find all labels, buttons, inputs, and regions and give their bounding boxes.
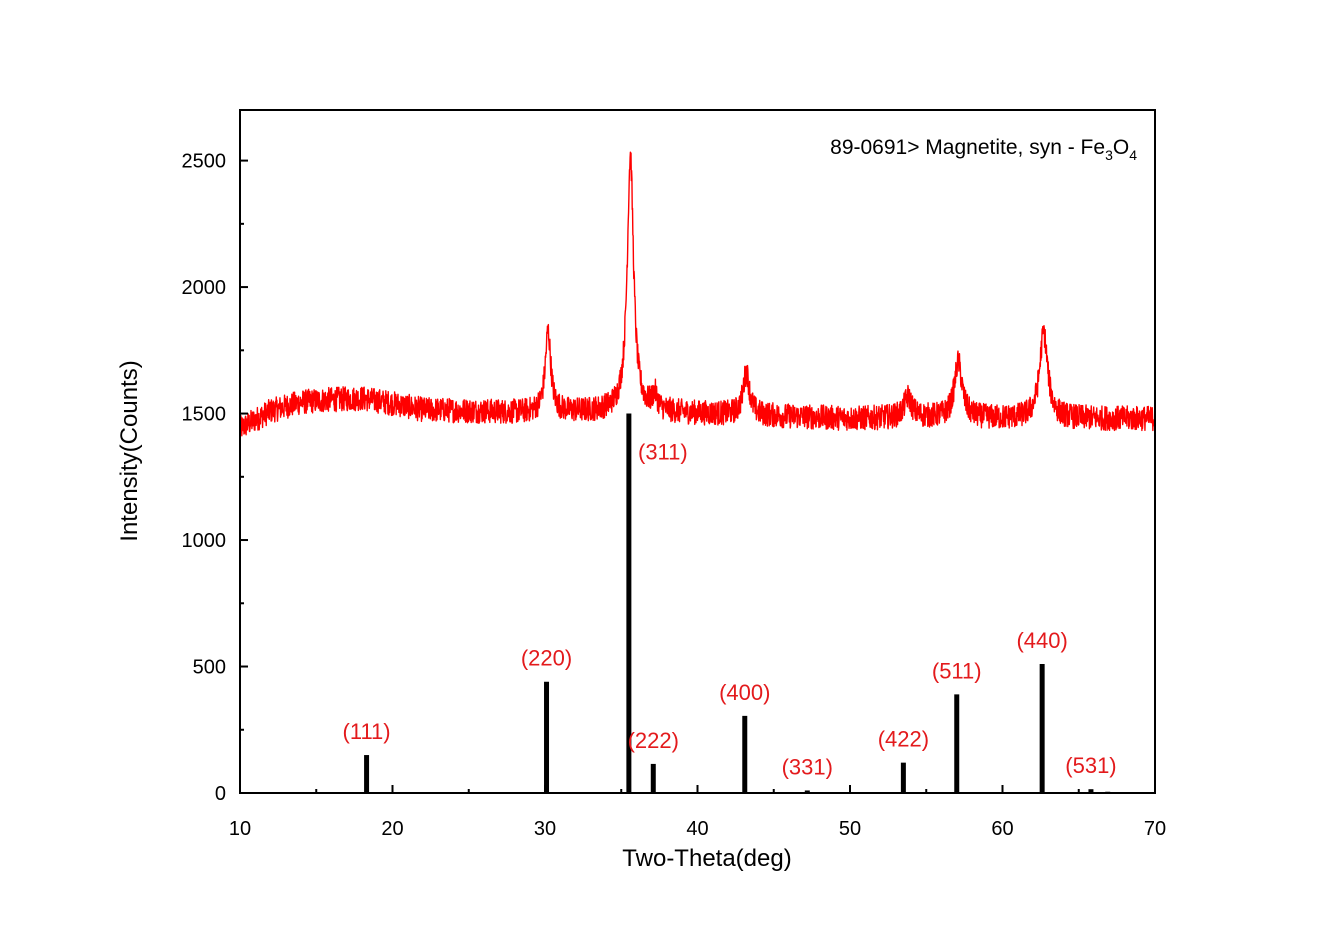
hkl-labels: (111) (220) (311) (222) (400) (331) (422) (511)… xyxy=(343,440,1117,780)
reference-sub1: 3 xyxy=(1105,147,1113,163)
y-tick-label: 2500 xyxy=(182,151,227,173)
hkl-label: (222) xyxy=(628,728,679,753)
measured-pattern-line xyxy=(239,151,1156,437)
plot-frame xyxy=(239,109,1156,794)
x-tick-label: 50 xyxy=(839,818,861,840)
x-axis-title: Two-Theta(deg) xyxy=(622,845,791,872)
reference-mid: O xyxy=(1113,136,1129,159)
hkl-label: (400) xyxy=(719,680,770,705)
x-tick-label: 40 xyxy=(686,818,708,840)
hkl-label: (220) xyxy=(521,646,572,671)
y-tick-label: 1500 xyxy=(182,404,227,426)
reference-card-label: 89-0691> Magnetite, syn - Fe3O4 xyxy=(830,136,1137,163)
hkl-label: (440) xyxy=(1016,628,1067,653)
x-tick-label: 10 xyxy=(229,818,251,840)
reference-prefix: 89-0691> Magnetite, syn - Fe xyxy=(830,136,1105,159)
hkl-label: (331) xyxy=(782,754,833,779)
axes: 10 20 30 40 50 60 70 0 500 1000 1500 2000 2500 xyxy=(182,151,1167,840)
plot-area xyxy=(239,151,1156,793)
x-tick-label: 60 xyxy=(991,818,1013,840)
reference-sub2: 4 xyxy=(1129,147,1137,163)
y-tick-label: 1000 xyxy=(182,530,227,552)
hkl-label: (422) xyxy=(878,727,929,752)
x-tick-label: 70 xyxy=(1144,818,1166,840)
y-tick-label: 0 xyxy=(215,783,226,805)
y-axis-title: Intensity(Counts) xyxy=(116,360,143,541)
hkl-label: (511) xyxy=(932,658,982,683)
y-tick-label: 500 xyxy=(193,657,226,679)
y-tick-label: 2000 xyxy=(182,277,227,299)
hkl-label: (111) xyxy=(343,719,391,744)
hkl-label: (531) xyxy=(1065,753,1116,778)
hkl-label: (311) xyxy=(638,440,688,465)
x-tick-label: 30 xyxy=(534,818,556,840)
x-tick-label: 20 xyxy=(381,818,403,840)
